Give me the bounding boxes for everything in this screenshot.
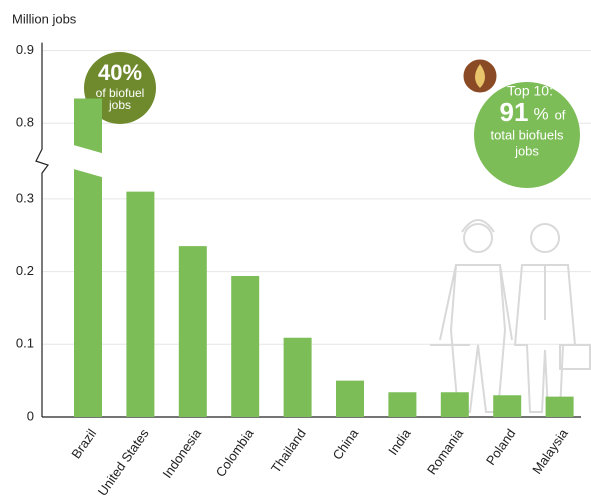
bar [545, 396, 574, 417]
bar [231, 275, 260, 417]
bar [493, 395, 522, 417]
annotation-text: of [555, 107, 566, 122]
y-tick-label: 0.9 [16, 42, 34, 57]
x-tick-label: Brazil [68, 426, 99, 461]
y-tick-label: 0.2 [16, 263, 34, 278]
bar [74, 98, 102, 417]
y-axis [35, 42, 49, 417]
annotation-text: jobs [514, 143, 539, 158]
x-tick-label: Thailand [268, 426, 309, 475]
x-tick-label: India [385, 425, 414, 457]
y-axis-label: Million jobs [12, 11, 77, 26]
bar [388, 392, 417, 417]
bar [440, 392, 469, 417]
annotation-big: 91 [500, 97, 529, 127]
x-tick-label: Romania [424, 425, 467, 477]
icon-drop [475, 64, 485, 88]
y-tick-label: 0 [27, 408, 34, 423]
annotation-circle [474, 82, 580, 188]
y-tick-label: 0.3 [16, 190, 34, 205]
annotation-text: of biofuel [96, 86, 145, 100]
annotation-text: Top 10: [507, 83, 553, 99]
bar [126, 191, 155, 417]
x-tick-label: Indonesia [159, 425, 204, 480]
annotation-big: 40% [98, 60, 142, 85]
x-tick-label: Colombia [213, 425, 257, 479]
x-tick-label: Poland [483, 426, 519, 468]
x-tick-label: United States [95, 426, 152, 499]
bar [336, 380, 364, 417]
annotation-text: jobs [108, 98, 131, 112]
x-tick-label: China [330, 425, 362, 462]
y-tick-label: 0.8 [16, 115, 34, 130]
x-tick-label: Malaysia [529, 425, 571, 476]
workers-illustration [430, 219, 591, 413]
annotation-unit: % [533, 104, 548, 123]
annotation-text: total biofuels [491, 127, 564, 142]
y-tick-label: 0.1 [16, 336, 34, 351]
bar [178, 246, 207, 417]
bar [283, 337, 312, 417]
